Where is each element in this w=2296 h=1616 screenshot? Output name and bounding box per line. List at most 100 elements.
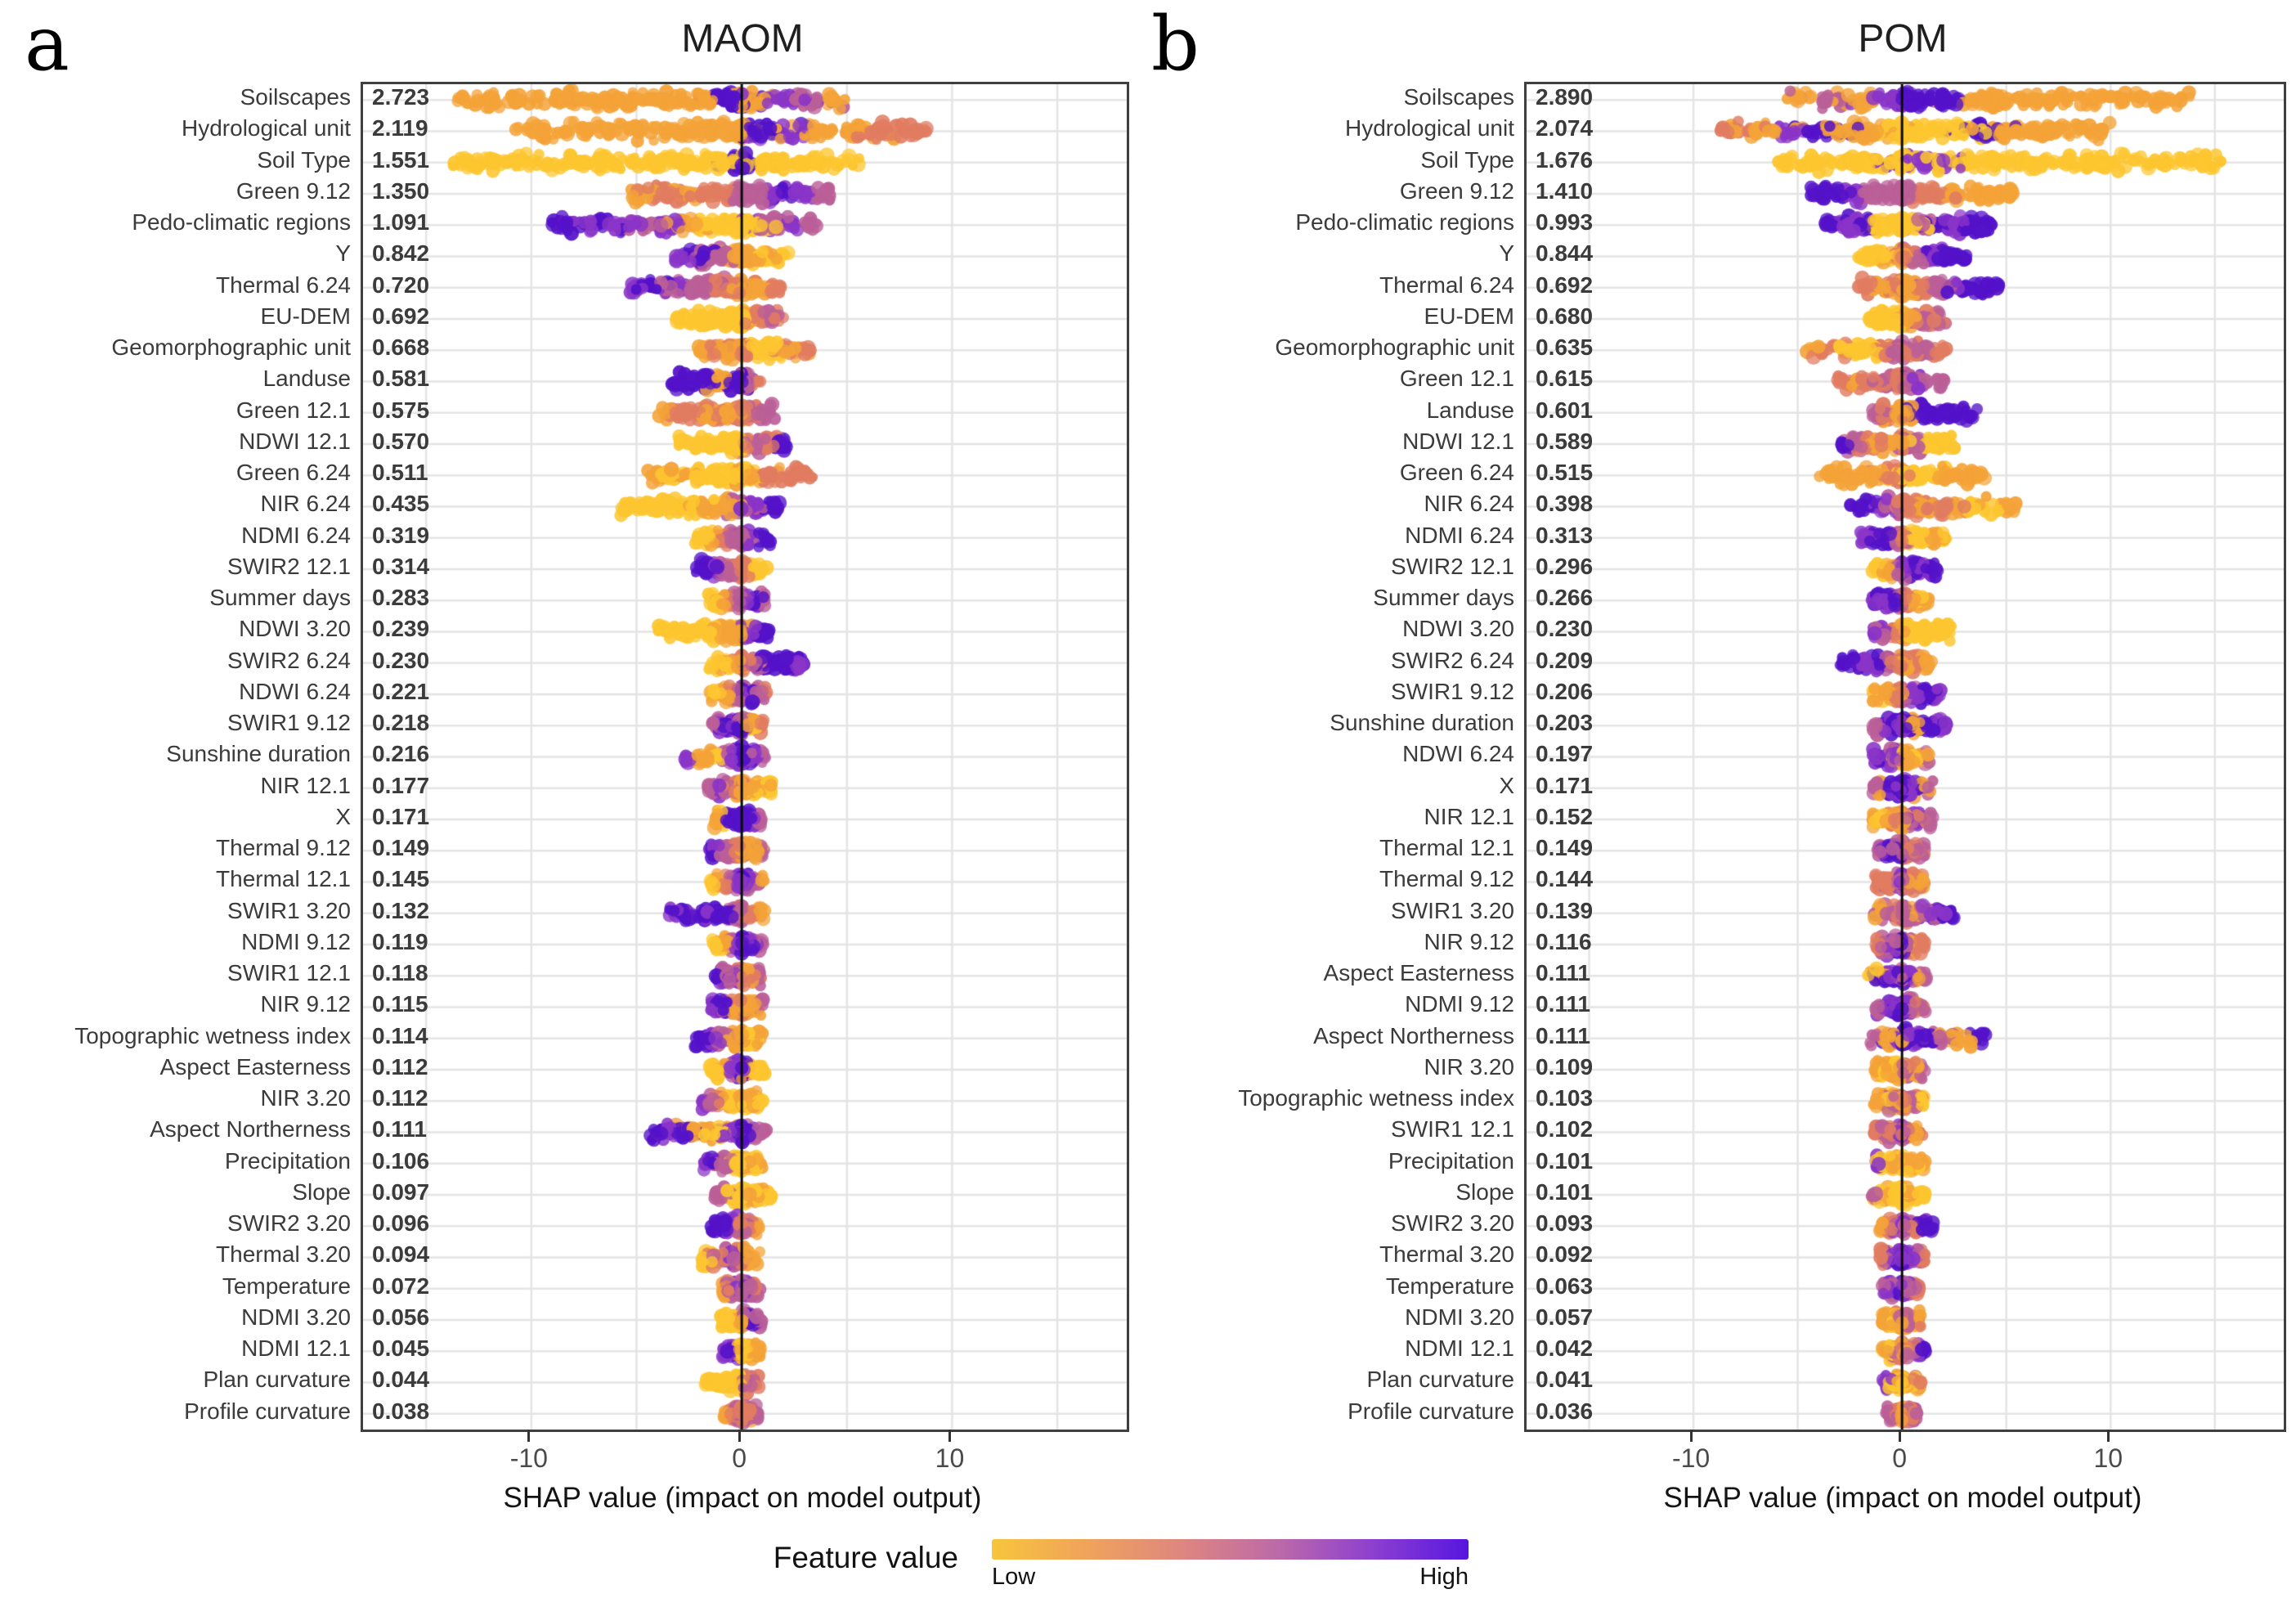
feature-importance-value: 0.230 (1536, 616, 1594, 642)
feature-importance-value: 0.230 (372, 647, 430, 673)
feature-importance-value: 0.218 (372, 710, 430, 736)
feature-importance-value: 0.093 (1536, 1210, 1594, 1237)
feature-label: Precipitation (224, 1147, 351, 1174)
feature-label: Soilscapes (240, 84, 351, 110)
feature-label: Aspect Northerness (1313, 1022, 1514, 1048)
feature-label: Thermal 6.24 (1379, 272, 1514, 298)
feature-label: Thermal 6.24 (216, 272, 351, 298)
feature-label: NDMI 6.24 (241, 522, 351, 548)
feature-label: NDWI 6.24 (1402, 741, 1514, 767)
feature-label: Green 9.12 (1399, 177, 1514, 204)
feature-importance-value: 2.074 (1536, 115, 1594, 141)
feature-importance-value: 0.149 (1536, 835, 1594, 861)
feature-importance-value: 0.106 (372, 1147, 430, 1174)
feature-label: Green 6.24 (235, 460, 351, 486)
feature-label: Temperature (222, 1273, 351, 1299)
feature-importance-value: 0.680 (1536, 303, 1594, 329)
feature-importance-value: 0.144 (1536, 866, 1594, 892)
feature-importance-value: 0.209 (1536, 647, 1594, 673)
feature-importance-value: 0.044 (372, 1367, 430, 1393)
feature-label: Green 12.1 (1399, 366, 1514, 392)
feature-importance-value: 0.115 (372, 991, 428, 1017)
feature-importance-value: 0.296 (1536, 553, 1594, 579)
feature-importance-value: 0.042 (1536, 1335, 1594, 1362)
feature-label: Thermal 12.1 (216, 866, 351, 892)
feature-importance-value: 0.103 (1536, 1085, 1594, 1111)
feature-label: Hydrological unit (1345, 115, 1514, 141)
feature-label: NDMI 6.24 (1405, 522, 1514, 548)
feature-label: NDMI 3.20 (1405, 1304, 1514, 1330)
feature-label: Summer days (1373, 585, 1514, 611)
feature-label: Y (1499, 240, 1514, 267)
feature-label: NIR 9.12 (1424, 928, 1515, 954)
feature-label: SWIR1 3.20 (227, 897, 351, 923)
feature-label: Slope (292, 1178, 351, 1205)
feature-label: X (1499, 772, 1514, 798)
x-tick-mark (738, 1430, 741, 1442)
feature-importance-value: 0.045 (372, 1335, 430, 1362)
feature-importance-value: 0.063 (1536, 1273, 1594, 1299)
feature-importance-value: 0.139 (1536, 897, 1594, 923)
feature-label: Pedo-climatic regions (1295, 209, 1514, 236)
feature-label: Thermal 12.1 (1379, 835, 1514, 861)
feature-label: SWIR1 9.12 (227, 710, 351, 736)
maom-beeswarm (363, 84, 1127, 1430)
feature-importance-value: 0.601 (1536, 397, 1594, 423)
feature-label: SWIR1 9.12 (1391, 678, 1514, 704)
feature-importance-value: 0.720 (372, 272, 430, 298)
feature-importance-value: 0.177 (372, 772, 430, 798)
feature-importance-value: 0.266 (1536, 585, 1594, 611)
feature-label: Soil Type (1420, 146, 1514, 173)
pom-beeswarm (1527, 84, 2284, 1430)
feature-label: Geomorphographic unit (1275, 334, 1514, 361)
feature-label: Soil Type (257, 146, 351, 173)
panel-letter-b: b (1151, 0, 1200, 88)
feature-importance-value: 0.511 (372, 460, 428, 486)
feature-importance-value: 0.615 (1536, 366, 1594, 392)
feature-importance-value: 0.094 (372, 1241, 430, 1268)
feature-importance-value: 0.206 (1536, 678, 1594, 704)
feature-label: SWIR1 12.1 (1391, 1116, 1514, 1142)
feature-label: Thermal 3.20 (216, 1241, 351, 1268)
feature-label: X (335, 803, 351, 829)
feature-importance-value: 1.350 (372, 177, 430, 204)
feature-importance-value: 0.692 (372, 303, 430, 329)
feature-importance-value: 0.152 (1536, 803, 1594, 829)
x-tick-label: -10 (509, 1443, 548, 1473)
x-tick-label: 10 (935, 1443, 965, 1473)
feature-importance-value: 0.057 (1536, 1304, 1594, 1330)
feature-label: Sunshine duration (166, 741, 351, 767)
x-tick-mark (1898, 1430, 1901, 1442)
feature-label: Summer days (209, 585, 351, 611)
feature-label: Aspect Easterness (159, 1053, 351, 1080)
feature-importance-value: 0.993 (1536, 209, 1594, 236)
feature-label: NDMI 12.1 (241, 1335, 351, 1362)
feature-label: Sunshine duration (1330, 710, 1514, 736)
x-tick-mark (2106, 1430, 2110, 1442)
feature-importance-value: 2.723 (372, 84, 430, 110)
feature-label: Profile curvature (184, 1398, 351, 1424)
feature-importance-value: 1.091 (372, 209, 430, 236)
legend-low-label: Low (992, 1564, 1036, 1590)
feature-importance-value: 1.410 (1536, 177, 1594, 204)
x-tick-label: 10 (2093, 1443, 2123, 1473)
feature-label: SWIR1 3.20 (1391, 897, 1514, 923)
feature-label: Slope (1455, 1178, 1514, 1205)
feature-label: Aspect Northerness (150, 1116, 351, 1142)
feature-importance-value: 0.842 (372, 240, 430, 267)
feature-label: Green 12.1 (235, 397, 351, 423)
feature-importance-value: 0.668 (372, 334, 430, 361)
feature-importance-value: 0.109 (1536, 1053, 1594, 1080)
x-tick-mark (948, 1430, 951, 1442)
feature-label: SWIR2 3.20 (1391, 1210, 1514, 1237)
feature-label: NDMI 9.12 (241, 928, 351, 954)
feature-label: Temperature (1385, 1273, 1514, 1299)
feature-importance-value: 1.551 (372, 146, 430, 173)
feature-label: Plan curvature (203, 1367, 351, 1393)
feature-label: SWIR2 12.1 (227, 553, 351, 579)
feature-importance-value: 0.319 (372, 522, 430, 548)
feature-label: NIR 3.20 (1424, 1053, 1515, 1080)
feature-importance-value: 2.890 (1536, 84, 1594, 110)
legend-title: Feature value (773, 1541, 958, 1574)
